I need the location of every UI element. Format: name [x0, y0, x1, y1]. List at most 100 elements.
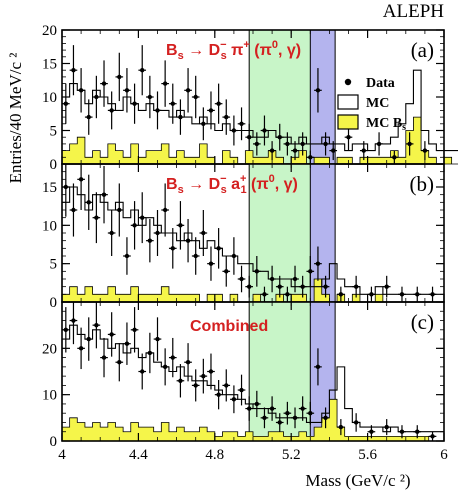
data-marker [170, 246, 175, 251]
data-marker [300, 141, 305, 147]
data-point [176, 364, 185, 398]
data-marker [178, 114, 183, 120]
data-marker [78, 177, 84, 182]
data-point [123, 322, 131, 365]
data-marker [109, 230, 114, 236]
data-point [184, 68, 192, 113]
y-tick-label: 10 [42, 388, 57, 404]
decay-label: Bs → D− s π+ (π0, γ) [166, 39, 301, 62]
data-marker [132, 101, 137, 106]
data-marker [285, 292, 290, 297]
data-point [260, 115, 269, 146]
y-tick-label: 15 [42, 57, 57, 73]
data-point [184, 218, 192, 263]
data-point [130, 201, 139, 250]
data-marker [124, 88, 130, 93]
data-point [199, 107, 208, 141]
data-marker [162, 364, 168, 370]
data-marker [430, 292, 435, 297]
data-marker [147, 94, 153, 100]
panel-3: 0 10 20 4 4.4 4.8 5.2 5.6 6 (c) Combined [42, 301, 448, 463]
data-marker [407, 141, 412, 147]
data-point [382, 275, 391, 298]
panel-1: 0 5 10 15 20 (a) Bs → D− s π+ (π0, γ) Data MC MC B… [42, 23, 458, 173]
data-point [314, 348, 322, 386]
data-point [230, 115, 238, 146]
data-marker [277, 284, 282, 289]
data-marker [178, 223, 183, 228]
data-point [69, 183, 78, 237]
data-point [138, 353, 147, 390]
data-point [107, 210, 116, 256]
x-tick-label: 5.6 [358, 447, 377, 463]
signal-window [310, 30, 336, 164]
legend-label: Data [366, 76, 395, 91]
data-marker [353, 284, 359, 289]
data-marker [315, 88, 321, 93]
data-point [237, 265, 246, 293]
data-marker [231, 253, 237, 259]
data-point [138, 192, 147, 244]
data-marker [78, 88, 84, 93]
data-marker [193, 94, 198, 100]
data-point [191, 75, 200, 119]
data-point [398, 425, 406, 439]
data-marker [269, 148, 275, 153]
data-point [84, 317, 93, 361]
data-marker [285, 411, 290, 416]
y-tick-label: 0 [50, 434, 58, 450]
data-marker [185, 238, 191, 243]
legend-mc-box [337, 94, 359, 110]
data-point [230, 385, 238, 414]
data-point [153, 210, 162, 256]
data-marker [147, 238, 153, 243]
data-marker [71, 68, 76, 73]
data-marker [208, 261, 214, 266]
data-point [100, 165, 108, 224]
data-marker [109, 108, 114, 113]
data-point [69, 45, 78, 96]
data-point [214, 228, 223, 269]
data-point [314, 246, 322, 281]
data-point [168, 337, 177, 378]
data-point [184, 343, 192, 382]
data-marker [216, 246, 221, 251]
data-marker [155, 336, 160, 342]
data-marker [338, 424, 344, 430]
data-point [260, 407, 269, 429]
legend-label: MC Bs [366, 116, 406, 133]
data-point [123, 237, 131, 275]
data-point [214, 380, 223, 410]
data-point [390, 150, 399, 164]
data-point [237, 374, 246, 406]
data-marker [353, 420, 359, 425]
data-marker [269, 406, 275, 411]
x-tick-label: 6 [440, 447, 448, 463]
panel-tag: (a) [411, 38, 434, 62]
data-marker [376, 141, 382, 147]
data-marker [86, 114, 91, 120]
data-marker [262, 415, 267, 421]
data-point [115, 183, 124, 237]
data-marker [254, 141, 260, 147]
data-marker [399, 292, 405, 297]
mc-bs-histogram [61, 278, 399, 303]
y-tick-label: 5 [50, 124, 58, 140]
mc-histogram [61, 186, 445, 302]
data-point [115, 52, 124, 102]
data-marker [239, 121, 244, 127]
y-tick-label: 5 [50, 257, 58, 273]
data-point [306, 256, 315, 287]
data-point [253, 256, 261, 287]
data-point [207, 246, 215, 281]
data-point [337, 419, 345, 436]
x-tick-label: 4.8 [205, 447, 224, 463]
data-marker [300, 284, 305, 289]
data-point [161, 60, 169, 107]
data-marker [323, 284, 328, 289]
data-point [398, 286, 406, 302]
data-point [321, 132, 330, 156]
data-marker [101, 81, 107, 86]
data-marker [155, 108, 160, 113]
data-marker [246, 135, 252, 140]
